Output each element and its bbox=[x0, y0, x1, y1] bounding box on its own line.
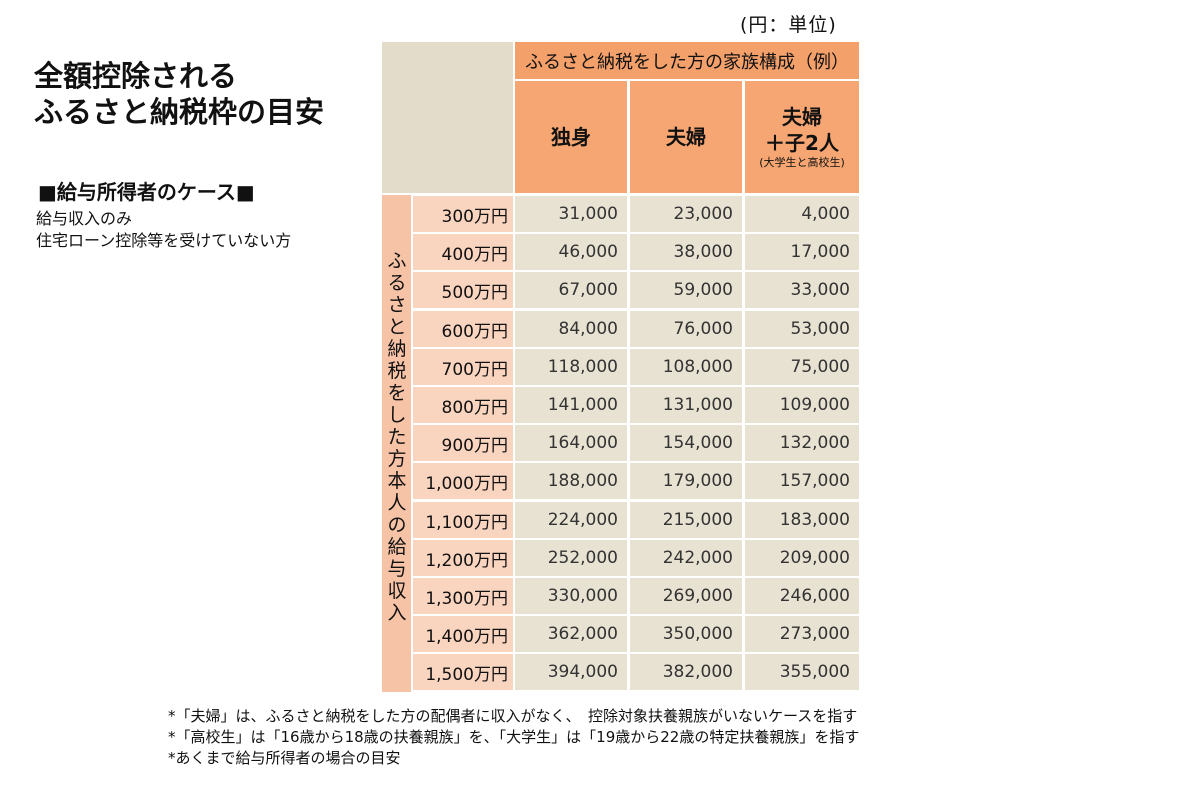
table-cell: 273,000 bbox=[745, 616, 859, 652]
income-label: 900万円 bbox=[413, 425, 513, 461]
table-cell: 350,000 bbox=[630, 616, 742, 652]
column-header-label: 独身 bbox=[551, 125, 591, 149]
income-label: 700万円 bbox=[413, 349, 513, 385]
table-cell: 67,000 bbox=[515, 272, 627, 308]
table-cell: 355,000 bbox=[745, 654, 859, 690]
table-cell: 33,000 bbox=[745, 272, 859, 308]
column-header-single: 独身 bbox=[515, 81, 627, 193]
case-description: 給与収入のみ 住宅ローン控除等を受けていない方 bbox=[36, 208, 291, 252]
income-label: 1,000万円 bbox=[413, 463, 513, 499]
footnote: *あくまで給与所得者の場合の目安 bbox=[168, 749, 401, 767]
table-cell: 164,000 bbox=[515, 425, 627, 461]
table-cell: 75,000 bbox=[745, 349, 859, 385]
table-cell: 252,000 bbox=[515, 540, 627, 576]
table-cell: 17,000 bbox=[745, 234, 859, 270]
income-label: 1,200万円 bbox=[413, 540, 513, 576]
column-header-couple: 夫婦 bbox=[630, 81, 742, 193]
table-cell: 242,000 bbox=[630, 540, 742, 576]
table-cell: 179,000 bbox=[630, 463, 742, 499]
column-header-couple-two-children: 夫婦 ＋子2人 (大学生と高校生) bbox=[745, 81, 859, 193]
table-cell: 141,000 bbox=[515, 387, 627, 423]
table-cell: 183,000 bbox=[745, 502, 859, 538]
table-cell: 108,000 bbox=[630, 349, 742, 385]
table-cell: 118,000 bbox=[515, 349, 627, 385]
table-cell: 31,000 bbox=[515, 196, 627, 232]
table-cell: 269,000 bbox=[630, 578, 742, 614]
income-label: 300万円 bbox=[413, 196, 513, 232]
table-cell: 330,000 bbox=[515, 578, 627, 614]
table-cell: 4,000 bbox=[745, 196, 859, 232]
table-cell: 132,000 bbox=[745, 425, 859, 461]
case-line: 住宅ローン控除等を受けていない方 bbox=[36, 231, 292, 250]
income-label: 800万円 bbox=[413, 387, 513, 423]
title-line-1: 全額控除される bbox=[34, 59, 238, 93]
column-header-label: 夫婦 bbox=[666, 125, 706, 149]
income-label: 1,300万円 bbox=[413, 578, 513, 614]
income-label: 1,400万円 bbox=[413, 616, 513, 652]
table-cell: 362,000 bbox=[515, 616, 627, 652]
table-cell: 46,000 bbox=[515, 234, 627, 270]
title-line-2: ふるさと納税枠の目安 bbox=[34, 95, 325, 129]
column-header-sublabel: (大学生と高校生) bbox=[759, 156, 845, 169]
table-cell: 215,000 bbox=[630, 502, 742, 538]
income-label: 400万円 bbox=[413, 234, 513, 270]
table-cell: 84,000 bbox=[515, 311, 627, 347]
case-line: 給与収入のみ bbox=[36, 209, 133, 228]
table-cell: 38,000 bbox=[630, 234, 742, 270]
income-label: 1,100万円 bbox=[413, 502, 513, 538]
case-heading: ■給与所得者のケース■ bbox=[38, 180, 255, 204]
footnote: *「夫婦」は、ふるさと納税をした方の配偶者に収入がなく、 控除対象扶養親族がいな… bbox=[168, 707, 858, 725]
income-label: 500万円 bbox=[413, 272, 513, 308]
table-cell: 23,000 bbox=[630, 196, 742, 232]
table-cell: 154,000 bbox=[630, 425, 742, 461]
table-cell: 76,000 bbox=[630, 311, 742, 347]
table-cell: 59,000 bbox=[630, 272, 742, 308]
income-label: 1,500万円 bbox=[413, 654, 513, 690]
table-cell: 157,000 bbox=[745, 463, 859, 499]
table-cell: 246,000 bbox=[745, 578, 859, 614]
footnotes: *「夫婦」は、ふるさと納税をした方の配偶者に収入がなく、 控除対象扶養親族がいな… bbox=[168, 706, 859, 769]
page-title: 全額控除される ふるさと納税枠の目安 bbox=[34, 58, 324, 130]
table-cell: 109,000 bbox=[745, 387, 859, 423]
table-cell: 224,000 bbox=[515, 502, 627, 538]
table-corner bbox=[382, 42, 513, 193]
side-label-bg bbox=[382, 195, 411, 692]
table-cell: 131,000 bbox=[630, 387, 742, 423]
footnote: *「高校生」は「16歳から18歳の扶養親族」を、「大学生」は「19歳から22歳の… bbox=[168, 728, 860, 746]
column-header-label: 夫婦 ＋子2人 bbox=[765, 105, 839, 155]
table-cell: 209,000 bbox=[745, 540, 859, 576]
family-header: ふるさと納税をした方の家族構成（例） bbox=[515, 42, 859, 79]
table-cell: 394,000 bbox=[515, 654, 627, 690]
table-cell: 188,000 bbox=[515, 463, 627, 499]
side-label: ふるさと納税をした方本人の給与収入 bbox=[387, 250, 407, 624]
income-label: 600万円 bbox=[413, 311, 513, 347]
table-cell: 53,000 bbox=[745, 311, 859, 347]
table-cell: 382,000 bbox=[630, 654, 742, 690]
unit-label: (円：単位) bbox=[740, 14, 837, 36]
